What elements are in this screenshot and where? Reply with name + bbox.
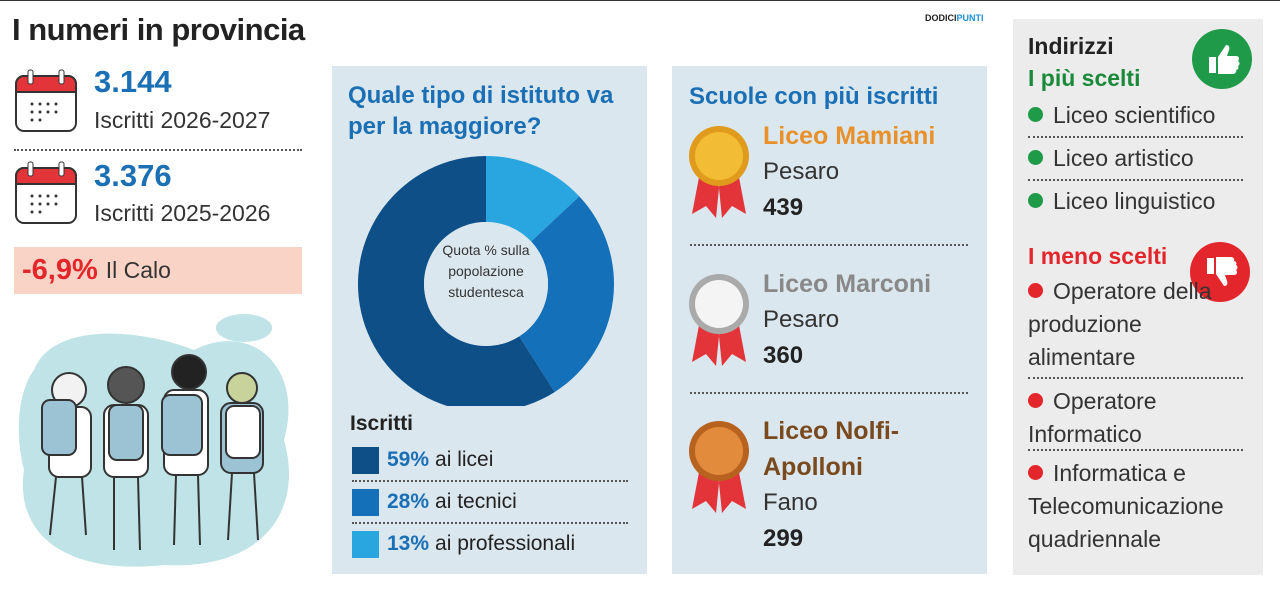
legend-swatch <box>352 488 379 516</box>
calendar-icon <box>15 161 77 224</box>
donut-segment <box>358 156 555 406</box>
legend-value: 13% <box>387 532 430 555</box>
legend-title: Iscritti <box>350 412 414 435</box>
brand-b: PUNTI <box>956 13 984 23</box>
choice-item: Informatica e Telecomunicazione quadrien… <box>1028 457 1243 552</box>
ribbon <box>692 320 746 366</box>
medal-face <box>695 132 743 180</box>
chart-title: Quale tipo di istituto va per la maggior… <box>348 82 614 140</box>
legend-row: 13% ai professionali <box>352 524 628 564</box>
legend-label: ai professionali <box>435 532 576 555</box>
choice-text: Informatica e Telecomunicazione quadrien… <box>1028 460 1224 552</box>
stat-value: 3.144 <box>94 64 172 99</box>
separator <box>690 244 968 246</box>
choice-item: Liceo artistico <box>1028 142 1243 181</box>
bullet <box>1028 150 1043 165</box>
bullet <box>1028 193 1043 208</box>
ribbon <box>692 172 746 218</box>
choice-text: Operatore Informatico <box>1028 388 1157 447</box>
top-rule <box>0 0 1280 1</box>
donut-chart <box>358 156 614 406</box>
school-city: Pesaro <box>763 158 840 185</box>
school-count: 360 <box>763 342 804 369</box>
legend-value: 28% <box>387 490 430 513</box>
bullet <box>1028 107 1043 122</box>
choice-item: Liceo linguistico <box>1028 185 1243 222</box>
stat-label: Iscritti 2026-2027 <box>94 107 271 133</box>
thumb-up-icon <box>1192 29 1252 89</box>
stat-label: Iscritti 2025-2026 <box>94 200 271 226</box>
medal-icon <box>689 274 749 366</box>
choice-text: Operatore della produzione alimentare <box>1028 278 1212 370</box>
medal-face <box>695 427 743 475</box>
legend-value: 59% <box>387 448 430 471</box>
legend: 59% ai licei 28% ai tecnici 13% ai profession… <box>352 440 628 564</box>
page-title: I numeri in provincia <box>12 12 305 47</box>
legend-swatch <box>352 446 379 474</box>
top-title: I più scelti <box>1028 65 1141 91</box>
calendar-icon <box>15 69 77 132</box>
school-name: Liceo Mamiani <box>763 122 936 150</box>
change-value: -6,9% <box>22 254 98 286</box>
choices-panel: Indirizzi I più scelti I meno scelti Lic… <box>1013 19 1263 575</box>
change-box: -6,9% Il Calo <box>14 247 302 294</box>
bullet <box>1028 465 1043 480</box>
students-illustration <box>18 314 289 567</box>
ribbon <box>692 467 746 513</box>
change-label: Il Calo <box>105 257 171 283</box>
separator <box>14 149 302 151</box>
brand-a: DODICI <box>925 13 957 23</box>
legend-row: 28% ai tecnici <box>352 482 628 524</box>
medal-icon <box>689 421 749 513</box>
donut-hole <box>424 222 548 346</box>
medal-icon <box>689 126 749 218</box>
bottom-title: I meno scelti <box>1028 243 1168 269</box>
bullet <box>1028 393 1043 408</box>
choices-title: Indirizzi <box>1028 33 1114 59</box>
school-count: 439 <box>763 194 804 221</box>
school-count: 299 <box>763 525 804 552</box>
choice-item: Operatore Informatico <box>1028 385 1243 451</box>
legend-label: ai licei <box>435 448 494 471</box>
school-name: Liceo Marconi <box>763 270 932 298</box>
school-city: Fano <box>763 489 818 516</box>
choice-text: Liceo linguistico <box>1053 188 1216 214</box>
separator <box>690 392 968 394</box>
school-name: Liceo Nolfi-Apolloni <box>763 417 900 481</box>
school-city: Pesaro <box>763 306 840 333</box>
donut-segment <box>519 196 614 393</box>
legend-row: 59% ai licei <box>352 440 628 482</box>
legend-label: ai tecnici <box>435 490 517 513</box>
bullet <box>1028 283 1043 298</box>
thumb-down-icon <box>1190 242 1250 302</box>
choice-text: Liceo artistico <box>1053 145 1194 171</box>
donut-segment <box>486 156 580 242</box>
choice-text: Liceo scientifico <box>1053 102 1216 128</box>
medal-face <box>695 280 743 328</box>
legend-swatch <box>352 530 379 558</box>
stat-value: 3.376 <box>94 158 172 193</box>
donut-center-text: Quota % sulla popolazione studentesca <box>442 242 530 300</box>
schools-title: Scuole con più iscritti <box>689 83 939 110</box>
brand: DODICIPUNTI <box>925 13 984 23</box>
choice-item: Liceo scientifico <box>1028 99 1243 138</box>
choice-item: Operatore della produzione alimentare <box>1028 275 1243 379</box>
